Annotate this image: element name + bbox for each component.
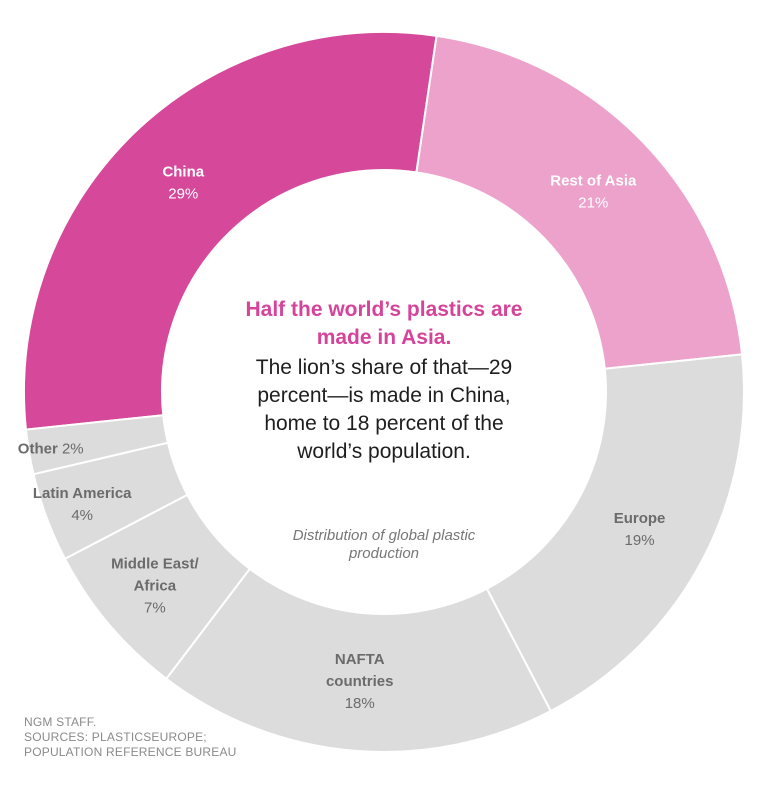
credit-line-2: SOURCES: PLASTICSEUROPE; [24, 730, 207, 744]
slice-rest-of-asia [415, 34, 744, 370]
chart-title: Half the world’s plastics are made in As… [245, 298, 523, 349]
slice-other [24, 414, 170, 476]
credit-line-1: NGM STAFF. [24, 715, 97, 729]
center-text: Half the world’s plastics are made in As… [200, 296, 568, 466]
chart-annotation: The lion’s share of that—29 percent—is m… [255, 356, 513, 463]
chart-caption: Distribution of global plastic productio… [292, 527, 476, 562]
credit-block: NGM STAFF. SOURCES: PLASTICSEUROPE; POPU… [24, 715, 237, 760]
label-middle-east-africa: Middle East/Africa 7% [111, 556, 199, 617]
slice-labels: China 29% Rest of Asia 21% Europe 19% NAFTA cou… [18, 164, 666, 712]
label-china: China 29% [162, 164, 204, 203]
label-rest-of-asia: Rest of Asia 21% [550, 172, 637, 211]
donut-slices [23, 31, 745, 753]
slice-nafta-countries [164, 567, 553, 753]
slice-china [23, 31, 438, 431]
slice-europe [485, 353, 745, 713]
label-europe: Europe 19% [614, 510, 666, 549]
credit-line-3: POPULATION REFERENCE BUREAU [24, 745, 237, 759]
label-nafta-countries: NAFTA countries 18% [326, 651, 394, 712]
label-other: Other 2% [18, 440, 84, 457]
label-latin-america: Latin America 4% [33, 485, 132, 524]
